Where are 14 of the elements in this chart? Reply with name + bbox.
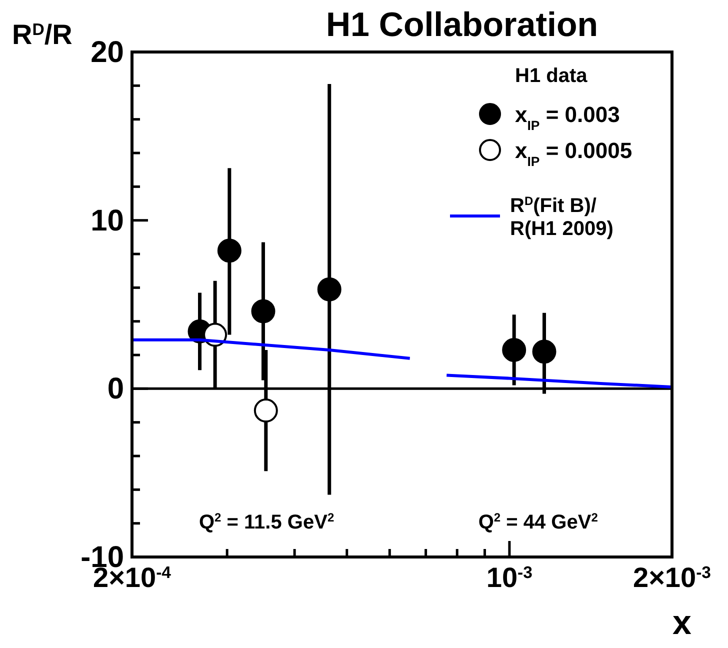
chart-title: H1 Collaboration — [326, 6, 598, 44]
x-tick-label: 2×10$^{-3}$ — [633, 562, 711, 593]
legend-label: R$^{D}$(Fit B)/R(H1 2009) — [510, 194, 614, 240]
legend-title: H1 data — [515, 65, 588, 87]
x-tick-label: 10$^{-3}$ — [486, 562, 532, 593]
y-tick-label: 20 — [90, 36, 124, 69]
y-tick-label: 10 — [90, 204, 124, 238]
annotation: Q$^{2}$ = 44 GeV$^{2}$ — [478, 510, 598, 534]
annotation: Q$^{2}$ = 11.5 GeV$^{2}$ — [198, 510, 334, 534]
legend-label: x$_{IP}$ = 0.0005 — [515, 138, 632, 168]
x-axis-title: x — [672, 604, 692, 642]
y-axis-title: R$^{D}$/R — [12, 19, 72, 50]
legend-label: x$_{IP}$ = 0.003 — [515, 102, 620, 132]
y-tick-label: 0 — [107, 372, 124, 406]
